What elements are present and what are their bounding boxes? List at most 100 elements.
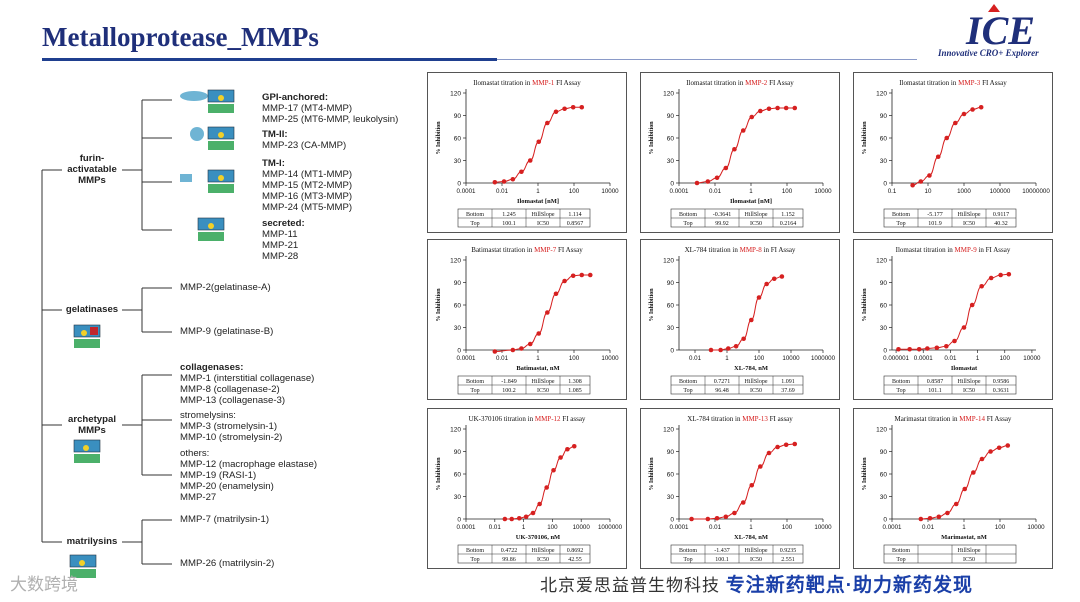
list-item: MMP-20 (enamelysin) xyxy=(180,481,274,492)
param-cell: 0.9235 xyxy=(780,548,797,554)
param-cell: IC50 xyxy=(963,221,975,227)
data-point xyxy=(579,104,585,110)
y-tick-label: 0 xyxy=(670,517,674,524)
data-point xyxy=(961,111,967,117)
param-cell: 1.152 xyxy=(781,212,795,218)
param-cell: HillSlope xyxy=(957,212,980,218)
x-axis-label: XL-784, nM xyxy=(734,534,768,541)
data-point xyxy=(916,346,922,352)
param-cell: IC50 xyxy=(963,388,975,394)
x-tick-label: 1 xyxy=(749,524,753,531)
y-axis-label: % Inhibition xyxy=(436,288,442,322)
param-cell: 96.48 xyxy=(715,388,729,394)
param-cell: IC50 xyxy=(537,557,549,563)
y-tick-label: 120 xyxy=(876,91,887,98)
param-cell: HillSlope xyxy=(744,548,767,554)
data-point xyxy=(733,343,739,349)
fit-curve xyxy=(711,276,782,351)
mmp-classification-tree: furin- activatable MMPs gelatinases arch… xyxy=(0,70,420,590)
y-tick-label: 0 xyxy=(670,181,674,188)
x-tick-label: 0.0001 xyxy=(883,524,902,531)
titration-chart-mmp3: Ilomastat titration in MMP-3 FI Assay 0 30… xyxy=(862,79,1050,228)
param-cell: Bottom xyxy=(466,212,484,218)
fit-curve xyxy=(898,273,1009,350)
fit-curve xyxy=(912,106,982,186)
data-point xyxy=(979,456,985,462)
y-tick-label: 120 xyxy=(663,427,674,434)
data-point xyxy=(523,514,529,520)
y-tick-label: 60 xyxy=(454,136,462,143)
y-tick-label: 30 xyxy=(667,494,675,501)
param-cell: 99.92 xyxy=(715,221,729,227)
x-axis-label: Ilomastat xyxy=(951,365,978,372)
logo-letters: ICE xyxy=(965,8,1035,53)
x-tick-label: 1 xyxy=(749,188,753,195)
footer-slogan: 北京爱思益普生物科技 专注新药靶点·助力新药发现 xyxy=(540,570,973,597)
param-cell: HillSlope xyxy=(531,212,554,218)
data-point xyxy=(558,455,563,460)
page-title: Metalloprotease_MMPs xyxy=(42,22,319,52)
data-point xyxy=(527,341,533,347)
param-cell: 37.69 xyxy=(781,388,795,394)
list-item: MMP-16 (MT3-MMP) xyxy=(262,191,353,202)
x-tick-label: 1 xyxy=(522,524,526,531)
param-cell: IC50 xyxy=(750,557,762,563)
data-point xyxy=(545,120,550,126)
data-point xyxy=(961,325,967,330)
data-point xyxy=(766,106,772,112)
data-point xyxy=(748,317,754,323)
titration-chart-mmp7: Batimastat titration in MMP-7 FI Assay 0 3… xyxy=(436,246,619,395)
data-point xyxy=(758,108,763,114)
data-point xyxy=(998,272,1003,278)
data-point xyxy=(756,295,762,300)
x-tick-label: 0.0001 xyxy=(670,524,689,531)
x-axis-label: XL-784, nM xyxy=(734,365,768,372)
data-point xyxy=(758,464,763,469)
y-axis-label: % Inhibition xyxy=(862,121,868,155)
x-tick-label: 10000 xyxy=(782,355,800,362)
furin-secreted-header: secreted: xyxy=(262,218,305,229)
data-point xyxy=(544,485,549,490)
data-point xyxy=(910,182,915,188)
x-tick-label: 10000 xyxy=(601,355,619,362)
chart-panel-mmp9: Ilomastat titration in MMP-9 in FI Assay… xyxy=(853,239,1053,400)
param-cell: 0.8692 xyxy=(567,548,584,554)
x-tick-label: 0.01 xyxy=(922,524,935,531)
x-tick-label: 10000 xyxy=(601,188,619,195)
data-point xyxy=(996,445,1002,451)
chart-title: UK-370106 titration in MMP-12 FI assay xyxy=(469,415,586,423)
chart-title: Ilomastat titration in MMP-2 FI Assay xyxy=(686,79,794,87)
list-item: MMP-10 (stromelysin-2) xyxy=(180,432,283,443)
data-point xyxy=(723,514,729,520)
y-tick-label: 90 xyxy=(454,449,462,456)
param-cell: Bottom xyxy=(466,548,484,554)
x-axis-label: Marimastat, nM xyxy=(941,534,987,541)
y-tick-label: 120 xyxy=(876,258,887,265)
fit-curve xyxy=(494,106,582,183)
param-cell: HillSlope xyxy=(957,548,980,554)
tree-lines xyxy=(41,89,235,578)
param-cell: 99.86 xyxy=(502,557,516,563)
x-tick-label: 10000 xyxy=(1023,355,1041,362)
data-point xyxy=(492,179,498,185)
chart-title: Batimastat titration in MMP-7 FI Assay xyxy=(471,246,583,254)
param-cell: HillSlope xyxy=(744,379,767,385)
data-point xyxy=(714,515,720,521)
y-tick-label: 60 xyxy=(880,303,888,310)
data-point xyxy=(783,105,789,111)
data-point xyxy=(732,510,737,516)
param-cell: Bottom xyxy=(892,548,910,554)
data-point xyxy=(927,173,932,178)
x-tick-label: 10000 xyxy=(814,524,832,531)
chart-title: Marimastat titration in MMP-14 FI Assay xyxy=(895,415,1012,423)
param-cell: Bottom xyxy=(466,379,484,385)
data-point xyxy=(519,346,524,351)
y-tick-label: 120 xyxy=(663,91,674,98)
protein-domain-icon-tm2 xyxy=(190,126,235,150)
data-point xyxy=(527,158,533,163)
x-tick-label: 0.1 xyxy=(888,188,897,195)
list-item: MMP-15 (MT2-MMP) xyxy=(262,180,353,191)
data-point xyxy=(918,516,924,522)
param-cell: 1.085 xyxy=(568,388,582,394)
data-point xyxy=(553,109,559,115)
